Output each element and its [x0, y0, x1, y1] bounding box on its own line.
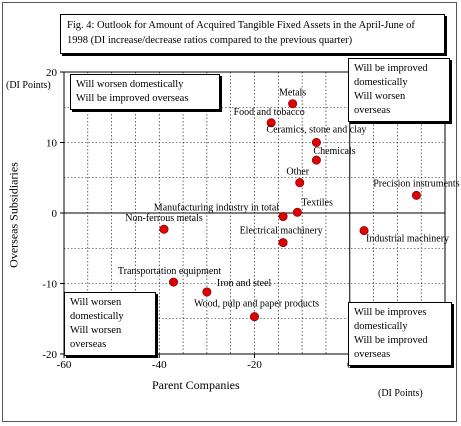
- y-axis-title: Overseas Subsidiaries: [6, 162, 21, 268]
- point-label: Food and tobacco: [234, 107, 305, 118]
- data-point: [278, 238, 288, 248]
- quadrant-label-line: domestically: [354, 321, 408, 332]
- data-point: [202, 287, 212, 297]
- point-label: Precision instruments: [373, 178, 459, 189]
- data-point: [411, 190, 421, 200]
- quadrant-label-line: Will be improved: [354, 335, 428, 346]
- data-point: [250, 312, 260, 322]
- quadrant-label-line: Will worsen domestically: [76, 79, 184, 90]
- quadrant-label-line: Will be improves: [354, 307, 427, 318]
- point-label: Textiles: [301, 197, 333, 208]
- quadrant-label-line: Will be improved overseas: [76, 93, 189, 104]
- data-point: [295, 178, 305, 188]
- point-label: Non-ferrous metals: [125, 213, 203, 224]
- quadrant-label-line: Will be improved: [354, 63, 428, 74]
- quadrant-label-top-right: Will be improved domestically Will worse…: [348, 58, 450, 122]
- data-point: [278, 212, 288, 222]
- y-axis-unit: (DI Points): [6, 80, 51, 91]
- point-label: Chemicals: [313, 146, 355, 157]
- data-point: [169, 277, 179, 287]
- y-tick-label: 10: [46, 138, 58, 150]
- y-tick-label: -10: [42, 279, 57, 291]
- quadrant-label-top-left: Will worsen domestically Will be improve…: [70, 74, 220, 110]
- point-label: Industrial machinery: [366, 234, 449, 245]
- point-label: Other: [286, 167, 309, 178]
- data-point: [266, 118, 276, 128]
- point-label: Transportation equipment: [118, 266, 221, 277]
- quadrant-label-line: domestically: [70, 311, 124, 322]
- data-point: [292, 207, 302, 217]
- y-tick-label: -20: [42, 349, 57, 361]
- quadrant-label-bottom-right: Will be improves domestically Will be im…: [348, 302, 452, 366]
- point-label: Electrical machinery: [240, 226, 323, 237]
- quadrant-label-line: overseas: [354, 105, 391, 116]
- data-point: [288, 99, 298, 109]
- data-points: [159, 99, 421, 322]
- quadrant-label-bottom-left: Will worsen domestically Will worsen ove…: [64, 292, 156, 356]
- x-tick-label: -60: [57, 359, 72, 371]
- data-point: [359, 226, 369, 236]
- y-tick-label: 0: [52, 208, 58, 220]
- chart-title: Fig. 4: Outlook for Amount of Acquired T…: [60, 14, 445, 54]
- y-tick-label: 20: [46, 67, 58, 79]
- data-point: [311, 138, 321, 148]
- point-label: Metals: [279, 88, 306, 99]
- data-point: [159, 224, 169, 234]
- point-label: Iron and steel: [217, 278, 272, 289]
- quadrant-label-line: domestically: [354, 77, 408, 88]
- x-axis-unit: (DI Points): [378, 388, 423, 399]
- x-tick-label: -20: [247, 359, 262, 371]
- quadrant-label-line: overseas: [354, 349, 391, 360]
- quadrant-label-line: Will worsen: [354, 91, 406, 102]
- data-point: [311, 155, 321, 165]
- point-label: Ceramics, stone and clay: [266, 125, 366, 136]
- chart-frame: [2, 2, 457, 422]
- quadrant-label-line: overseas: [70, 339, 107, 350]
- point-label: Manufacturing industry in total: [154, 203, 279, 214]
- point-labels: Metals Food and tobacco Ceramics, stone an…: [118, 88, 460, 310]
- x-tick-label: -40: [152, 359, 167, 371]
- quadrant-label-line: Will worsen: [70, 325, 122, 336]
- x-axis-title: Parent Companies: [152, 378, 240, 392]
- quadrant-label-line: Will worsen: [70, 297, 122, 308]
- point-label: Wood, pulp and paper products: [194, 299, 319, 310]
